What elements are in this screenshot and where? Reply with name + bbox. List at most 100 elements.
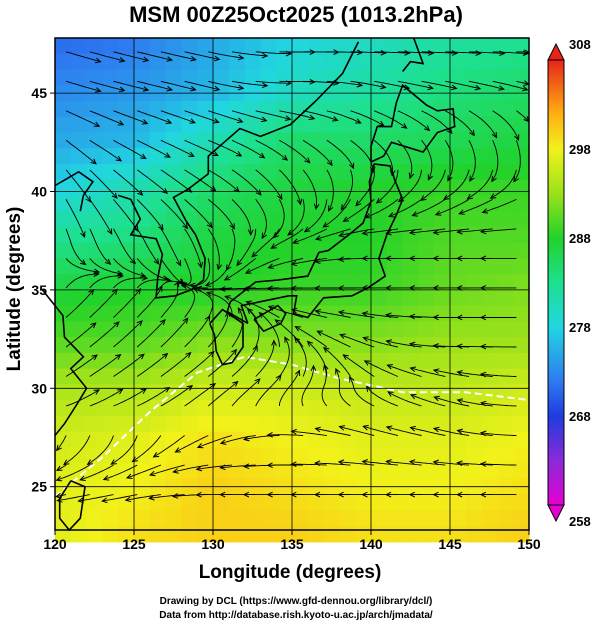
field-cell [355, 321, 372, 338]
streamline-arrow [266, 491, 273, 498]
streamline-arrow [173, 280, 180, 288]
field-cell [497, 526, 514, 543]
field-cell [86, 195, 103, 212]
field-cell [149, 179, 167, 196]
streamline [326, 51, 363, 54]
field-cell [276, 447, 293, 464]
streamline-arrow [450, 84, 458, 91]
field-cell [513, 494, 530, 511]
field-cell [228, 148, 246, 165]
streamline-arrow [267, 305, 275, 311]
streamline [89, 289, 118, 318]
field-cell [497, 447, 514, 464]
streamline-arrow [212, 150, 219, 156]
field-cell [418, 211, 435, 228]
field-cell [371, 289, 388, 307]
streamline [304, 199, 328, 233]
field-cell [450, 195, 467, 212]
field-cell [402, 101, 419, 118]
streamline [480, 463, 517, 466]
streamline [247, 308, 260, 348]
field-cell [434, 101, 451, 118]
field-cell [260, 38, 277, 55]
field-cell [371, 337, 388, 354]
field-cell [165, 400, 182, 417]
streamline [136, 258, 168, 280]
field-cell [213, 132, 230, 149]
field-cell [181, 447, 198, 464]
streamline [492, 110, 519, 140]
streamline [160, 228, 181, 266]
field-cell [450, 415, 467, 433]
field-cell [513, 400, 530, 417]
field-cell [228, 195, 246, 212]
field-cell [323, 510, 340, 527]
streamline-arrow [314, 426, 321, 433]
field-cell [450, 242, 467, 259]
field-cell [228, 415, 246, 433]
streamline-arrow [409, 394, 417, 400]
field-cell [244, 431, 261, 448]
field-cell [213, 305, 230, 322]
streamline [184, 139, 218, 156]
field-cell [102, 368, 119, 385]
field-cell [181, 510, 198, 527]
field-cell [165, 242, 182, 259]
field-cell [323, 211, 340, 228]
field-cell [244, 258, 261, 275]
streamline-arrow [277, 193, 283, 201]
field-cell [323, 242, 340, 259]
streamline [294, 337, 307, 377]
field-cell [497, 494, 514, 511]
field-cell [55, 289, 72, 307]
field-cell [86, 116, 103, 133]
field-cell [102, 415, 119, 433]
field-cell [134, 258, 151, 275]
streamline [56, 494, 67, 498]
streamline [516, 51, 530, 53]
streamline [513, 140, 521, 182]
streamline-arrow [95, 57, 102, 64]
streamline [468, 51, 505, 54]
field-cell [134, 305, 151, 322]
x-tick-label: 140 [359, 536, 383, 552]
streamline [136, 319, 166, 348]
streamline-arrow [479, 285, 487, 291]
streamline-arrow [290, 461, 297, 468]
field-cell [402, 132, 419, 149]
field-cell [228, 101, 246, 118]
field-cell [307, 368, 325, 385]
streamline-arrow [93, 268, 101, 275]
field-cell [118, 179, 135, 196]
field-cell [149, 226, 167, 244]
field-cell [371, 195, 388, 212]
field-cell [165, 258, 182, 275]
streamline-arrow [361, 459, 368, 465]
field-cell [497, 69, 514, 86]
field-cell [339, 101, 356, 118]
field-cell [118, 38, 135, 55]
streamline [56, 435, 67, 451]
field-cell [386, 400, 404, 417]
field-cell [323, 53, 340, 70]
streamline [302, 139, 333, 166]
streamline-arrow [332, 116, 339, 122]
streamline [160, 51, 196, 61]
field-cell [402, 431, 419, 448]
field-cell [355, 101, 372, 118]
field-cell [307, 242, 325, 259]
field-cell [149, 211, 167, 228]
field-cell [165, 321, 182, 338]
field-cell [276, 289, 293, 307]
field-cell [465, 289, 483, 307]
field-cell [497, 211, 514, 228]
streamline [350, 110, 384, 126]
streamline-arrow [258, 311, 265, 318]
field-cell [165, 289, 182, 307]
streamline-arrow [380, 49, 387, 56]
field-cell [276, 368, 293, 385]
streamline-arrow [348, 162, 355, 170]
field-cell [497, 148, 514, 165]
field-cell [513, 431, 530, 448]
streamline-arrow [385, 285, 392, 291]
